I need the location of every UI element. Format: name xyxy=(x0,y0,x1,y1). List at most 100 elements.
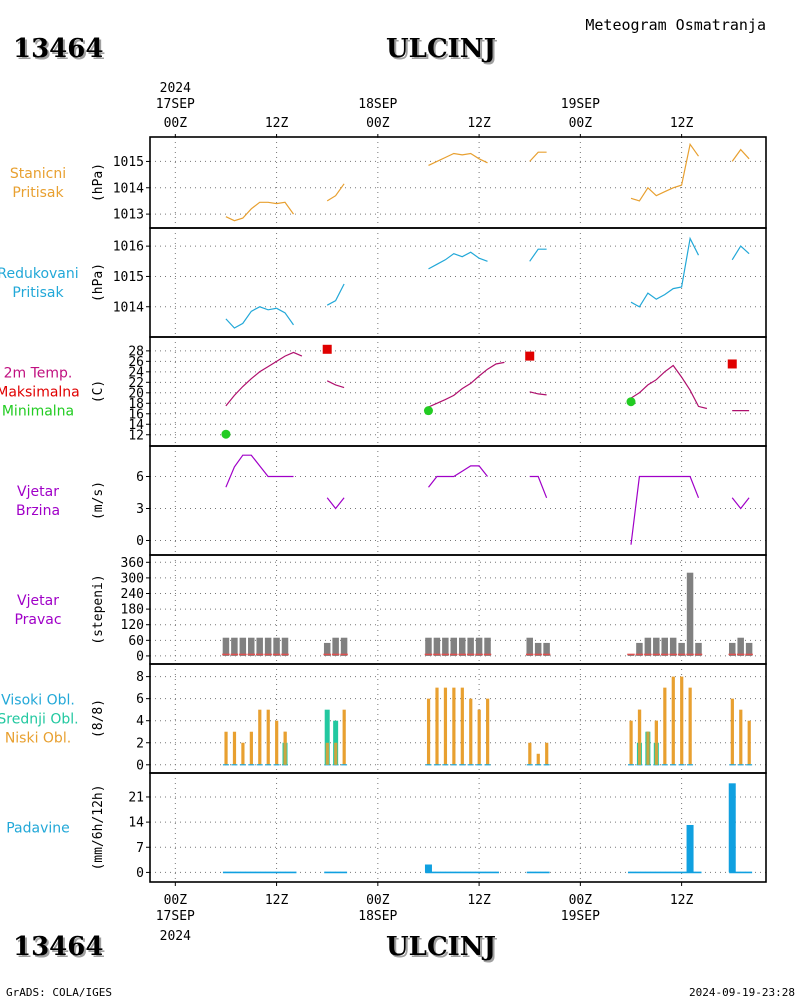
panel-redukovani: 1014 1015 1016 (hPa) Redukovani Pritisak xyxy=(0,227,767,338)
y-tick-label: 8 xyxy=(136,670,144,685)
y-tick-label: 1016 xyxy=(113,240,144,255)
tmax-marker xyxy=(525,351,535,361)
wind-dir-bar xyxy=(340,637,348,656)
panel-frame xyxy=(149,227,767,338)
cloud-low-bar-overlay xyxy=(283,731,287,765)
cloud-low-bar xyxy=(452,687,456,765)
wind-dir-bar xyxy=(737,637,744,656)
cloud-low-bar xyxy=(545,742,549,765)
y-tick-label: 0 xyxy=(136,758,144,773)
wind-dir-bar xyxy=(669,637,677,656)
wind-dir-bar xyxy=(543,642,550,656)
cloud-low-bar xyxy=(688,687,692,765)
wind-dir-bar xyxy=(433,637,441,656)
footer-station-name: ULCINJ xyxy=(386,932,496,962)
panel-stanicni: 1013 1014 1015 (hPa) Stanicni Pritisak xyxy=(10,136,767,229)
panel-title-line: Stanicni xyxy=(10,166,66,182)
cloud-low-bar-overlay xyxy=(637,709,642,765)
wind-dir-bar xyxy=(450,637,458,656)
cloud-low-bar xyxy=(469,698,473,765)
cloud-low-bar-overlay xyxy=(654,720,659,765)
panel-title-line: 2m Temp. xyxy=(4,366,73,382)
series-line xyxy=(630,475,700,545)
series-line xyxy=(428,251,488,270)
panel-frame xyxy=(149,445,767,556)
panel-title-line: Minimalna xyxy=(2,404,74,420)
series-line xyxy=(225,201,294,222)
bottom-date-label: 18SEP xyxy=(358,909,397,924)
y-tick-label: 1013 xyxy=(113,208,144,223)
panel-frame xyxy=(149,772,767,883)
y-tick-label: 240 xyxy=(121,587,144,602)
wind-dir-bar xyxy=(475,637,483,656)
station-id: 13464 xyxy=(13,34,103,64)
y-axis-label: (hPa) xyxy=(91,263,106,302)
wind-dir-bar xyxy=(484,637,491,656)
wind-dir-bar xyxy=(534,642,542,656)
panels: 101310141015(hPa)StanicniPritisak1014101… xyxy=(0,136,767,883)
top-date-label: 19SEP xyxy=(561,97,600,112)
series-line xyxy=(529,391,547,396)
tmax-marker xyxy=(322,344,332,354)
cloud-low-bar xyxy=(739,709,743,765)
cloud-low-bar xyxy=(275,720,279,765)
tmin-marker xyxy=(423,406,433,416)
cloud-low-bar xyxy=(342,709,346,765)
bottom-hour-label: 12Z xyxy=(467,893,491,908)
station-name: ULCINJ xyxy=(386,34,496,64)
series-line xyxy=(529,151,547,162)
credit-text: GrADS: COLA/IGES xyxy=(6,986,112,999)
series-line xyxy=(731,245,750,261)
panel-frame xyxy=(149,136,767,229)
wind-dir-bar xyxy=(222,637,230,656)
y-axis-label: (8/8) xyxy=(91,699,106,738)
product-title: Meteogram Osmatranja xyxy=(585,16,766,34)
cloud-low-bar xyxy=(258,709,262,765)
series-line xyxy=(529,248,547,262)
cloud-low-bar xyxy=(435,687,439,765)
y-tick-label: 12 xyxy=(128,428,144,443)
station-id-shadow: 13464 xyxy=(15,36,105,66)
y-tick-label: 60 xyxy=(128,634,144,649)
y-tick-label: 3 xyxy=(136,502,144,517)
y-tick-label: 360 xyxy=(121,556,144,571)
footer-station-id: 13464 xyxy=(13,932,103,962)
top-hour-label: 12Z xyxy=(670,116,694,131)
wind-dir-bar xyxy=(636,642,643,656)
wind-dir-bar xyxy=(264,637,272,656)
cloud-low-bar xyxy=(477,709,481,765)
y-tick-label: 1015 xyxy=(113,270,144,285)
top-hour-label: 12Z xyxy=(467,116,491,131)
y-tick-label: 0 xyxy=(136,866,144,881)
series-line xyxy=(529,475,548,499)
top-date-label: 17SEP xyxy=(156,97,195,112)
wind-dir-bar xyxy=(442,637,449,656)
precip-bar xyxy=(424,864,432,873)
panel-title-line: Pritisak xyxy=(12,285,64,301)
cloud-low-bar xyxy=(224,731,228,765)
y-axis-label: (C) xyxy=(91,380,106,403)
wind-dir-bar xyxy=(425,637,432,656)
wind-dir-bar xyxy=(678,642,685,656)
y-tick-label: 18 xyxy=(128,397,144,412)
y-tick-label: 26 xyxy=(128,355,144,370)
y-axis-label: (stepeni) xyxy=(91,574,106,644)
y-tick-label: 14 xyxy=(128,816,144,831)
y-tick-label: 6 xyxy=(136,470,144,485)
wind-dir-bar xyxy=(458,637,466,656)
bottom-date-label: 19SEP xyxy=(561,909,600,924)
top-hour-label: 00Z xyxy=(164,116,188,131)
cloud-low-bar xyxy=(426,698,431,765)
wind-dir-bar xyxy=(526,637,533,656)
series-line xyxy=(630,364,708,410)
y-tick-label: 180 xyxy=(121,603,144,618)
panel-oblacnost: 0 2 4 6 8 (8/8) Visoki Obl. Srednji Obl. Niski O… xyxy=(0,663,767,774)
series-line xyxy=(326,283,345,306)
panel-title-line: Srednji Obl. xyxy=(0,712,79,728)
footer-station-name-shadow: ULCINJ xyxy=(388,934,498,964)
series-line xyxy=(428,465,488,488)
bottom-hour-label: 00Z xyxy=(366,893,390,908)
y-tick-label: 2 xyxy=(136,736,144,751)
